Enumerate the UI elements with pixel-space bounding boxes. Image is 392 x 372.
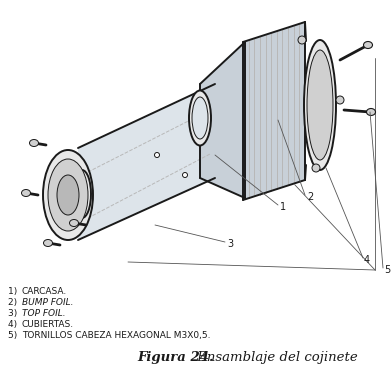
Text: Ensamblaje del cojinete: Ensamblaje del cojinete [193,352,358,365]
Ellipse shape [336,96,344,104]
Text: TOP FOIL.: TOP FOIL. [22,309,65,318]
Ellipse shape [192,97,208,139]
Ellipse shape [43,150,93,240]
Ellipse shape [367,109,376,115]
Ellipse shape [22,189,31,196]
Text: 5: 5 [384,265,390,275]
Ellipse shape [57,175,79,215]
Text: CUBIERTAS.: CUBIERTAS. [22,320,74,329]
Text: 3): 3) [8,309,20,318]
Polygon shape [200,42,245,198]
Ellipse shape [183,173,187,177]
Ellipse shape [44,240,53,247]
Text: Figura 24.: Figura 24. [137,352,214,365]
Ellipse shape [363,42,372,48]
Text: 2: 2 [307,192,313,202]
Ellipse shape [48,159,88,231]
Ellipse shape [73,170,91,218]
Text: TORNILLOS CABEZA HEXAGONAL M3X0,5.: TORNILLOS CABEZA HEXAGONAL M3X0,5. [22,331,211,340]
Ellipse shape [154,153,160,157]
Text: BUMP FOIL.: BUMP FOIL. [22,298,73,307]
Ellipse shape [29,140,38,147]
Text: 1): 1) [8,287,20,296]
Ellipse shape [307,50,333,160]
Text: CARCASA.: CARCASA. [22,287,67,296]
Text: 4): 4) [8,320,20,329]
Text: 4: 4 [364,255,370,265]
Text: 5): 5) [8,331,20,340]
Ellipse shape [298,36,306,44]
Text: 1: 1 [280,202,286,212]
Ellipse shape [189,90,211,145]
Text: 3: 3 [227,239,233,249]
Polygon shape [243,22,305,200]
Ellipse shape [312,164,320,172]
Ellipse shape [69,219,78,227]
Polygon shape [78,84,215,240]
Ellipse shape [304,40,336,170]
Text: 2): 2) [8,298,20,307]
